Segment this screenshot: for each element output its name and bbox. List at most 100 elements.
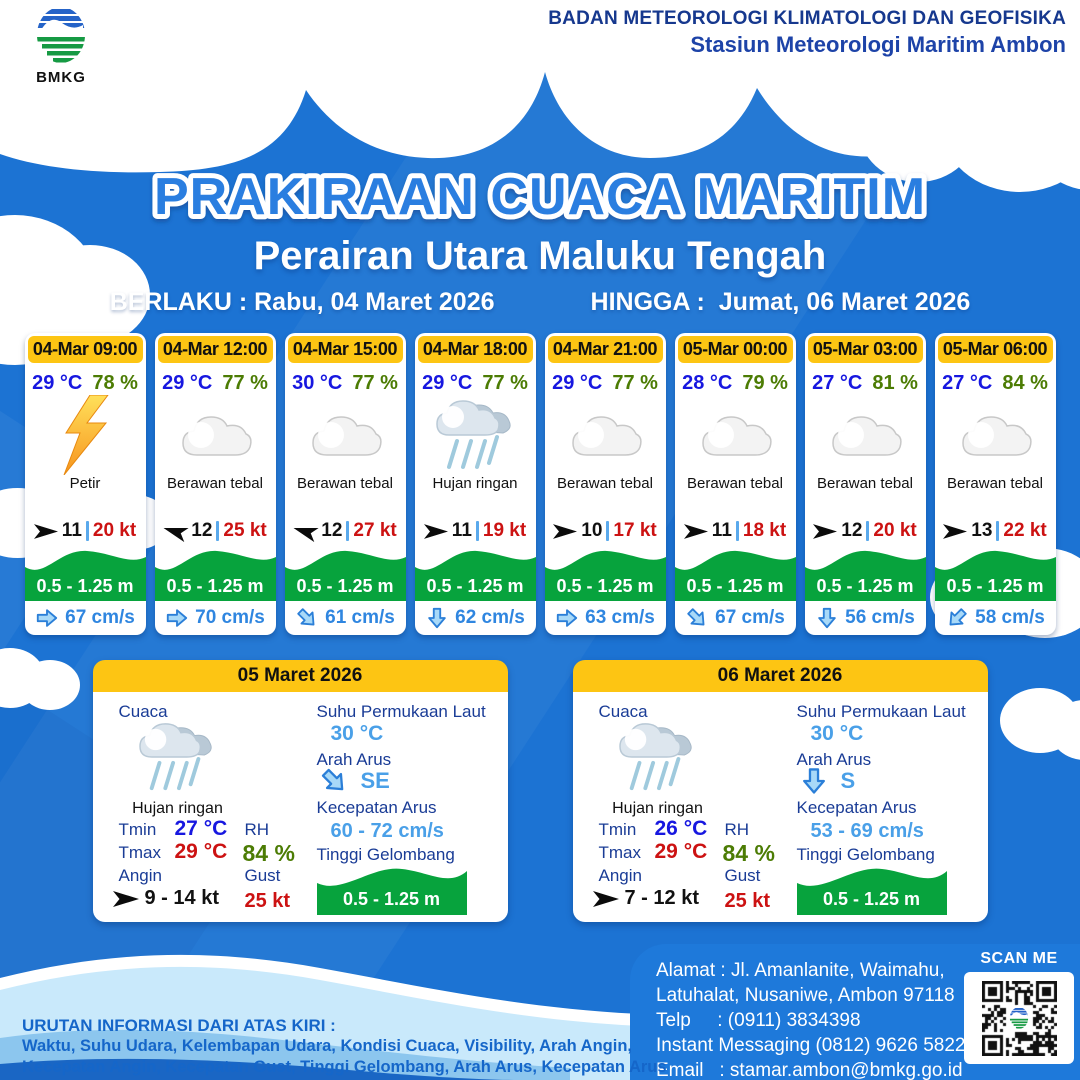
temp-humidity-row: 30 °C 77 % (285, 372, 406, 395)
current-direction-value: S (840, 768, 856, 793)
current-speed: 67 cm/s (65, 607, 135, 628)
top-white-band (0, 0, 1080, 70)
weather-icon (25, 395, 146, 475)
temp-humidity-row: 29 °C 77 % (155, 372, 276, 395)
wind-speed: 11 (711, 520, 732, 541)
wind-speed: 12 (321, 520, 343, 541)
daily-date: 06 Maret 2026 (572, 660, 988, 692)
weather-icon (155, 395, 276, 475)
validity-row: BERLAKU : Rabu, 04 Maret 2026 HINGGA : J… (0, 288, 1080, 317)
wind-direction-icon (943, 523, 968, 539)
sea-surface-temp-value: 30 °C (330, 722, 384, 745)
wind-direction-icon (163, 527, 189, 542)
weather-icon (545, 395, 666, 475)
wave-shape (804, 550, 926, 601)
relative-humidity: 84 % (1002, 372, 1048, 394)
tmax-label: Tmax (598, 843, 642, 862)
wave-shape (674, 550, 796, 601)
wave-height-value: 0.5 - 1.25 m (342, 889, 441, 909)
current-direction-icon (297, 608, 315, 626)
forecast-card: 04-Mar 18:00 29 °C 77 % (414, 333, 536, 635)
wind-separator (85, 521, 89, 541)
current-speed: 58 cm/s (975, 607, 1045, 628)
tmax-label: Tmax (118, 843, 162, 862)
wave-height-band: 0.5 - 1.25 m (804, 545, 926, 601)
contact-address-line: Latuhalat, Nusaniwe, Ambon 97118 (656, 985, 955, 1007)
wave-height-band: 0.5 - 1.25 m (284, 545, 406, 601)
angin-label: Angin (118, 866, 162, 885)
air-temperature: 29 °C (422, 372, 473, 394)
qr-center-logo (1008, 1005, 1030, 1031)
card-condition: Berawan tebal (817, 475, 913, 492)
current-direction-label: Arah Arus (316, 750, 392, 769)
agency-name: BADAN METEOROLOGI KLIMATOLOGI DAN GEOFIS… (548, 8, 1066, 29)
temp-humidity-row: 29 °C 77 % (545, 372, 666, 395)
current-direction-value: SE (360, 768, 390, 793)
qr-code (964, 972, 1074, 1064)
current-direction-icon (949, 608, 967, 626)
cloudy-icon (832, 416, 902, 456)
wave-shape (316, 868, 467, 915)
wave-shape (24, 550, 146, 601)
valid-from-value: Rabu, 04 Maret 2026 (254, 288, 495, 316)
wind-speed: 12 (841, 520, 863, 541)
card-time: 05-Mar 06:00 (937, 336, 1053, 363)
wind-gust: 20 kt (92, 520, 137, 541)
gust-value: 25 kt (724, 890, 771, 912)
wind-direction-icon (553, 523, 578, 539)
wind-row: 11 20 kt (25, 517, 146, 545)
wind-direction-icon (423, 523, 448, 539)
current-speed-value: 60 - 72 cm/s (330, 820, 444, 842)
wind-speed: 13 (971, 520, 993, 541)
current-direction-icon (802, 768, 825, 794)
wind-direction-icon (813, 523, 838, 539)
forecast-card: 05-Mar 00:00 28 °C 79 % (674, 333, 796, 635)
wind-row: 10 17 kt (545, 517, 666, 545)
air-temperature: 29 °C (32, 372, 83, 394)
wind-gust: 27 kt (353, 520, 397, 541)
current-direction-icon (428, 607, 446, 629)
relative-humidity: 77 % (222, 372, 268, 394)
daily-wind-row: 9 - 14 kt (112, 887, 219, 910)
temp-humidity-row: 27 °C 81 % (805, 372, 926, 395)
sea-surface-temp-label: Suhu Permukaan Laut (796, 702, 966, 721)
air-temperature: 29 °C (552, 372, 603, 394)
wave-height-band: 0.5 - 1.25 m (24, 545, 146, 601)
wave-height-band: 0.5 - 1.25 m (934, 545, 1056, 601)
air-temperature: 28 °C (682, 372, 733, 394)
card-condition: Berawan tebal (297, 475, 393, 492)
air-temperature: 29 °C (162, 372, 213, 394)
info-order-block: URUTAN INFORMASI DARI ATAS KIRI : Waktu,… (22, 1016, 667, 1078)
valid-to-label: HINGGA : (590, 288, 719, 316)
wind-speed: 12 (191, 520, 213, 541)
wind-row: 11 19 kt (415, 517, 536, 545)
wave-height-label: Tinggi Gelombang (796, 845, 935, 864)
wind-row: 12 20 kt (805, 517, 926, 545)
wind-separator (606, 521, 610, 541)
current-direction-icon (321, 768, 343, 791)
gust-value: 25 kt (244, 890, 291, 912)
current-row: 67 cm/s (675, 601, 796, 635)
wind-separator (475, 521, 479, 541)
wave-shape (796, 868, 947, 915)
wind-separator (996, 521, 1000, 541)
wave-height-band: 0.5 - 1.25 m (674, 545, 796, 601)
wave-height: 0.5 - 1.25 m (816, 576, 914, 596)
cuaca-label: Cuaca (598, 702, 648, 721)
wind-gust: 22 kt (1003, 520, 1047, 541)
rain-icon (138, 723, 212, 791)
poster-title-art: PRAKIRAAN CUACA MARITIM (149, 163, 930, 231)
cloudy-icon (312, 416, 382, 456)
daily-body: Cuaca Hujan rin (572, 692, 988, 922)
wave-height: 0.5 - 1.25 m (36, 576, 134, 596)
current-direction-icon (166, 609, 188, 627)
wave-height-value: 0.5 - 1.25 m (822, 889, 921, 909)
temp-humidity-row: 28 °C 79 % (675, 372, 796, 395)
current-speed-label: Kecepatan Arus (316, 798, 437, 817)
current-speed: 56 cm/s (845, 607, 915, 628)
valid-to: HINGGA : Jumat, 06 Maret 2026 (591, 288, 971, 317)
wave-shape (934, 550, 1056, 601)
card-condition: Berawan tebal (167, 475, 263, 492)
card-condition: Berawan tebal (557, 475, 653, 492)
poster-subtitle: Perairan Utara Maluku Tengah (253, 234, 827, 278)
